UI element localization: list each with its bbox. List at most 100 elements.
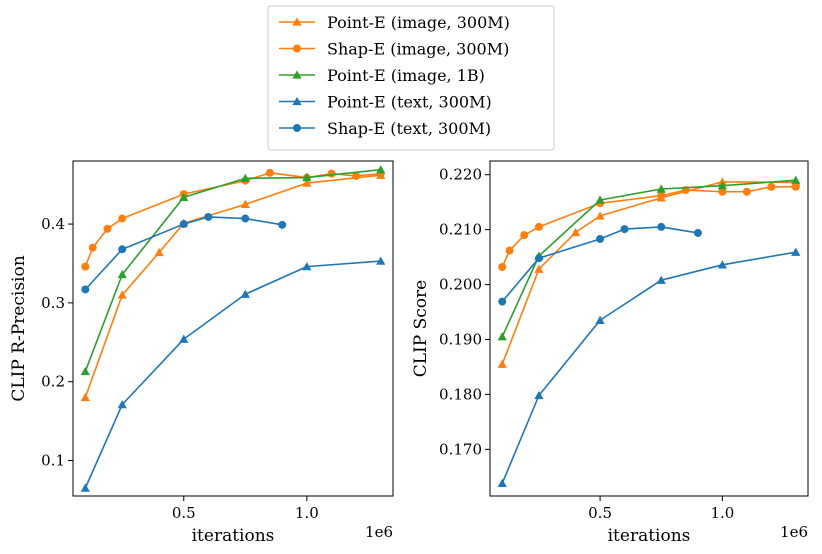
data-point xyxy=(497,332,507,341)
data-point xyxy=(240,199,250,209)
x-offset-label: 1e6 xyxy=(780,523,808,541)
legend-marker xyxy=(293,44,301,53)
data-point xyxy=(571,227,581,237)
series-point-e-image-1b xyxy=(497,175,801,341)
y-tick-label: 0.200 xyxy=(439,276,482,294)
data-point xyxy=(497,359,507,368)
series-point-e-image-300m xyxy=(80,170,386,402)
series-shap-e-text-300m xyxy=(81,212,287,294)
y-tick-label: 0.170 xyxy=(439,440,482,458)
legend-entry-point-e-image-1b: Point-E (image, 1B) xyxy=(279,66,485,85)
data-point xyxy=(240,173,250,183)
series-line xyxy=(84,174,381,398)
data-point xyxy=(656,184,666,193)
data-point xyxy=(791,182,800,191)
y-tick-label: 0.1 xyxy=(41,452,65,470)
legend-entry-shap-e-image-300m: Shap-E (image, 300M) xyxy=(279,40,509,59)
series-line xyxy=(501,251,796,484)
x-axis-label: iterations xyxy=(608,526,691,546)
series-line xyxy=(84,216,283,291)
data-point xyxy=(497,478,507,488)
legend-label: Shap-E (image, 300M) xyxy=(327,40,509,59)
series-line xyxy=(501,179,796,338)
legend-frame xyxy=(267,5,555,151)
data-point xyxy=(179,220,188,229)
y-tick-label: 0.180 xyxy=(439,385,482,403)
series-line xyxy=(84,260,381,489)
data-point xyxy=(278,220,287,229)
legend-entry-shap-e-text-300m: Shap-E (text, 300M) xyxy=(279,119,491,138)
legend-marker xyxy=(292,70,302,79)
data-point xyxy=(595,211,605,220)
chart-clip-score: iterations CLIP Score 1e6 0.5 1.0 0.170 0.1… xyxy=(411,160,809,546)
data-point xyxy=(118,245,127,254)
data-point xyxy=(596,234,605,243)
data-point xyxy=(265,168,274,177)
series-shap-e-text-300m xyxy=(498,222,702,306)
data-point xyxy=(657,191,666,200)
y-tick-label: 0.220 xyxy=(439,166,482,184)
data-point xyxy=(88,243,97,252)
data-point xyxy=(376,165,386,174)
data-point xyxy=(534,390,544,400)
x-tick-label: 1.0 xyxy=(710,504,734,522)
legend-label: Point-E (text, 300M) xyxy=(327,93,492,112)
data-point xyxy=(302,178,312,187)
data-point xyxy=(103,224,112,233)
data-point xyxy=(534,264,544,273)
data-point xyxy=(204,212,213,221)
data-point xyxy=(81,262,90,271)
y-axis-label: CLIP Score xyxy=(411,280,431,377)
data-point xyxy=(767,182,776,191)
legend-marker xyxy=(292,17,302,26)
data-point xyxy=(80,483,90,492)
series-line xyxy=(84,172,381,267)
data-point xyxy=(498,262,507,271)
data-point xyxy=(742,187,751,196)
data-point xyxy=(791,175,801,184)
y-tick-label: 0.210 xyxy=(439,221,482,239)
data-point xyxy=(154,247,164,257)
legend-label: Point-E (image, 1B) xyxy=(327,66,485,85)
data-point xyxy=(302,172,312,182)
data-point xyxy=(80,392,90,402)
data-point xyxy=(376,256,386,265)
data-point xyxy=(117,290,127,299)
data-point xyxy=(80,366,90,376)
data-point xyxy=(240,289,250,298)
series-shap-e-image-300m xyxy=(81,168,385,271)
data-point xyxy=(302,262,312,271)
data-point xyxy=(595,195,605,204)
data-point xyxy=(117,399,127,409)
data-point xyxy=(693,228,702,237)
legend-label: Point-E (image, 300M) xyxy=(327,13,510,32)
series-point-e-image-300m xyxy=(497,177,801,368)
data-point xyxy=(498,297,507,306)
y-tick-label: 0.2 xyxy=(41,373,65,391)
data-point xyxy=(718,187,727,196)
data-point xyxy=(791,247,801,256)
legend-entry-point-e-image-300m: Point-E (image, 300M) xyxy=(279,13,510,32)
legend: Point-E (image, 300M) Shap-E (image, 300M… xyxy=(267,5,555,151)
data-point xyxy=(118,214,127,223)
data-point xyxy=(241,214,250,223)
data-point xyxy=(81,285,90,294)
data-point xyxy=(179,334,189,343)
x-offset-label: 1e6 xyxy=(365,523,393,541)
data-point xyxy=(657,222,666,231)
x-tick-label: 0.5 xyxy=(172,504,196,522)
y-tick-label: 0.190 xyxy=(439,330,482,348)
legend-marker xyxy=(292,96,302,106)
series-point-e-text-300m xyxy=(80,256,386,492)
legend-entry-point-e-text-300m: Point-E (text, 300M) xyxy=(279,93,492,112)
data-point xyxy=(179,192,189,201)
plot-area-frame xyxy=(489,160,809,497)
plot-area-frame xyxy=(72,160,394,497)
data-point xyxy=(117,269,127,279)
x-tick-label: 0.5 xyxy=(588,504,612,522)
series-line xyxy=(501,181,796,365)
data-point xyxy=(520,231,529,240)
chart-clip-r-precision: iterations CLIP R-Precision 1e6 0.5 1.0 0.… xyxy=(9,160,394,546)
y-axis-label: CLIP R-Precision xyxy=(9,255,29,401)
